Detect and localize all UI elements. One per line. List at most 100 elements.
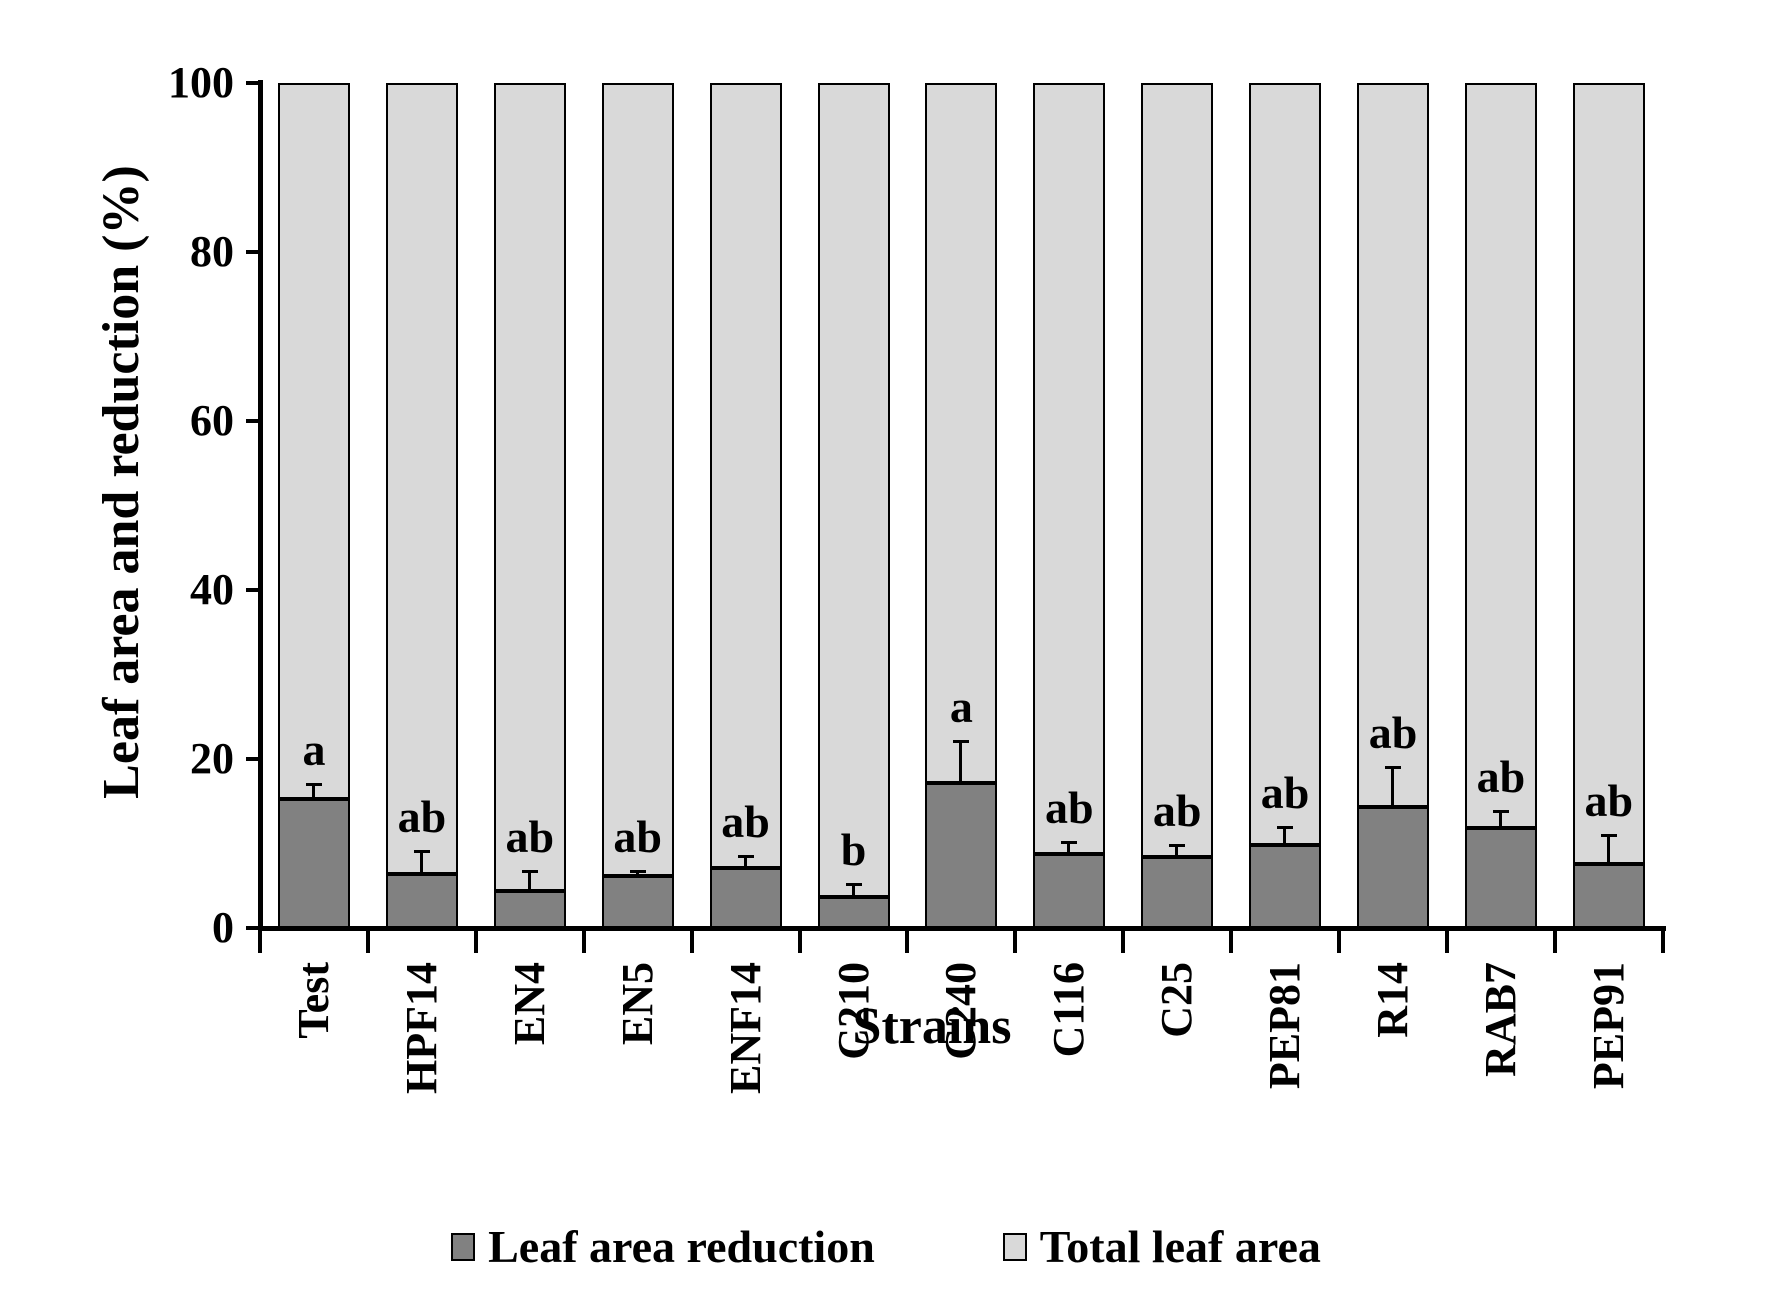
y-tick-mark	[246, 419, 259, 423]
bar-segment-leaf-area-reduction	[493, 890, 566, 928]
bar-segment-total-leaf-area	[1141, 83, 1214, 858]
error-bar-cap	[953, 740, 970, 744]
bar-segment-total-leaf-area	[817, 83, 890, 897]
error-bar-cap	[1492, 809, 1509, 813]
x-tick-mark	[1121, 931, 1126, 953]
x-tick-mark	[258, 931, 263, 953]
error-bar	[959, 741, 963, 783]
error-bar	[743, 856, 747, 868]
x-axis-line	[258, 926, 1666, 931]
x-category-label: Test	[289, 962, 338, 1039]
significance-letter: ab	[1584, 775, 1634, 827]
bar-segment-leaf-area-reduction	[1572, 863, 1645, 928]
x-category-label: ENF14	[720, 962, 770, 1094]
bar-segment-leaf-area-reduction	[709, 868, 782, 928]
y-tick-mark	[246, 588, 259, 592]
y-tick-label: 40	[190, 565, 234, 614]
y-axis-line	[258, 80, 263, 931]
x-tick-mark	[1013, 931, 1018, 953]
bar-segment-leaf-area-reduction	[1464, 828, 1537, 928]
x-tick-mark	[1337, 931, 1342, 953]
legend: Leaf area reduction Total leaf area	[0, 1222, 1772, 1272]
bar-segment-total-leaf-area	[925, 83, 998, 783]
x-category-label: C210	[828, 962, 878, 1060]
error-bar	[1067, 841, 1071, 855]
y-tick-label: 20	[190, 734, 234, 783]
x-category-label: PEP81	[1260, 962, 1310, 1090]
error-bar-cap	[413, 850, 430, 854]
error-bar-cap	[845, 883, 862, 887]
significance-letter: ab	[505, 811, 555, 863]
y-tick-label: 0	[212, 903, 234, 952]
bar-segment-total-leaf-area	[709, 83, 782, 868]
bar-segment-total-leaf-area	[278, 83, 350, 799]
error-bar	[312, 784, 315, 799]
y-tick-mark	[246, 757, 259, 761]
significance-letter: ab	[397, 791, 447, 843]
error-bar-cap	[1600, 834, 1617, 838]
bar-segment-leaf-area-reduction	[1357, 807, 1429, 928]
x-tick-mark	[905, 931, 910, 953]
significance-letter: a	[949, 681, 973, 733]
x-tick-mark	[1229, 931, 1234, 953]
legend-item-leaf-area-reduction: Leaf area reduction	[451, 1222, 875, 1272]
legend-label-total-leaf-area: Total leaf area	[1039, 1221, 1321, 1272]
bar-segment-leaf-area-reduction	[1033, 854, 1106, 928]
legend-swatch-leaf-area-reduction	[451, 1233, 476, 1261]
bar-segment-leaf-area-reduction	[925, 782, 998, 928]
significance-letter: ab	[1152, 785, 1202, 837]
x-tick-mark	[797, 931, 802, 953]
error-bar	[1498, 810, 1502, 829]
error-bar	[635, 870, 639, 876]
error-bar	[851, 884, 855, 897]
y-tick-mark	[246, 926, 259, 930]
x-category-label: C240	[936, 962, 986, 1060]
bar-segment-leaf-area-reduction	[278, 798, 350, 928]
x-category-label: EN4	[504, 962, 554, 1046]
significance-letter: b	[840, 824, 867, 876]
x-tick-mark	[581, 931, 586, 953]
bar-segment-leaf-area-reduction	[601, 875, 674, 928]
x-tick-mark	[689, 931, 694, 953]
error-bar	[527, 871, 531, 891]
error-bar	[419, 851, 423, 874]
legend-item-total-leaf-area: Total leaf area	[1002, 1221, 1321, 1272]
error-bar-cap	[1169, 844, 1186, 848]
bar-segment-total-leaf-area	[1033, 83, 1106, 855]
y-tick-mark	[246, 250, 259, 254]
error-bar	[1175, 845, 1179, 858]
x-tick-mark	[1552, 931, 1557, 953]
error-bar-cap	[521, 870, 538, 874]
bar-segment-total-leaf-area	[1572, 83, 1645, 864]
significance-letter: ab	[1260, 767, 1310, 819]
significance-letter: ab	[1368, 706, 1418, 758]
y-tick-label: 80	[190, 227, 234, 276]
legend-swatch-total-leaf-area	[1002, 1233, 1027, 1261]
significance-letter: ab	[1045, 781, 1094, 833]
significance-letter: ab	[721, 796, 770, 848]
x-tick-mark	[473, 931, 478, 953]
legend-label-leaf-area-reduction: Leaf area reduction	[488, 1221, 875, 1272]
bar-segment-total-leaf-area	[493, 83, 566, 891]
error-bar	[1606, 835, 1610, 864]
significance-letter: ab	[613, 810, 662, 862]
x-tick-mark	[1660, 931, 1665, 953]
y-tick-label: 60	[190, 396, 234, 445]
bar-segment-total-leaf-area	[1249, 83, 1322, 846]
bar-segment-total-leaf-area	[1464, 83, 1537, 829]
x-category-label: RAB7	[1475, 962, 1525, 1077]
x-axis-title: Strains	[852, 998, 1012, 1055]
bar-segment-total-leaf-area	[385, 83, 458, 874]
error-bar-cap	[737, 855, 754, 859]
y-tick-mark	[246, 81, 259, 85]
error-bar	[1283, 827, 1287, 846]
y-tick-label: 100	[168, 58, 234, 107]
error-bar-cap	[306, 783, 322, 787]
x-category-label: C25	[1152, 962, 1202, 1038]
bar-segment-leaf-area-reduction	[817, 896, 890, 928]
x-category-label: R14	[1368, 962, 1417, 1038]
x-category-label: EN5	[612, 962, 662, 1046]
error-bar-cap	[629, 869, 646, 873]
significance-letter: a	[302, 724, 326, 776]
